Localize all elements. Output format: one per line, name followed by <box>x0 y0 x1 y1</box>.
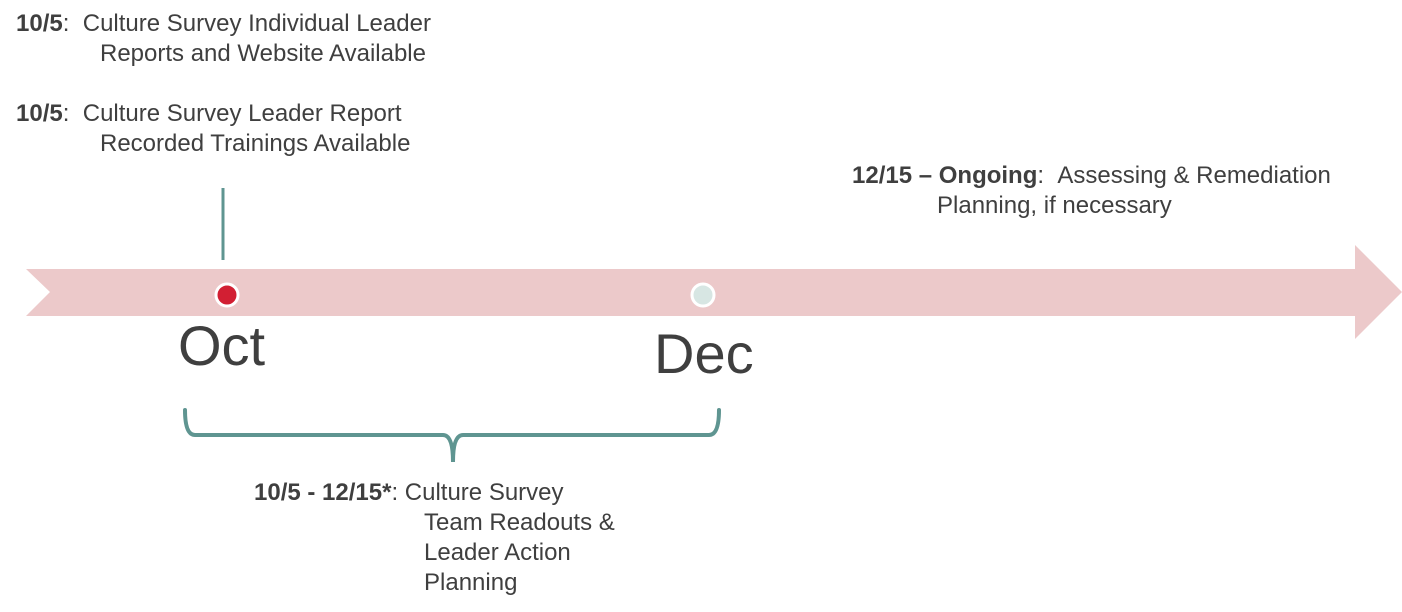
event-ongoing-assessment-line1: 12/15 – Ongoing: Assessing & Remediation <box>852 162 1331 189</box>
dec-marker <box>690 282 716 308</box>
event-ongoing-assessment-date: 12/15 – Ongoing <box>852 162 1038 189</box>
event-recorded-trainings-line2: Recorded Trainings Available <box>100 130 411 157</box>
event-leader-reports-line1: 10/5: Culture Survey Individual Leader <box>16 10 431 37</box>
oct-marker <box>214 282 240 308</box>
event-recorded-trainings-date: 10/5 <box>16 100 63 127</box>
event-ongoing-assessment: 12/15 – Ongoing: Assessing & Remediation… <box>852 161 1331 221</box>
event-leader-reports-date: 10/5 <box>16 10 63 37</box>
event-team-readouts-line2: Team Readouts & <box>424 509 615 536</box>
month-label-oct: Oct <box>178 314 266 377</box>
event-leader-reports-line2: Reports and Website Available <box>100 40 426 67</box>
event-team-readouts-line1: 10/5 - 12/15*: Culture Survey <box>254 479 564 506</box>
event-ongoing-assessment-line2: Planning, if necessary <box>937 192 1172 219</box>
month-label-dec: Dec <box>654 322 754 385</box>
range-bracket <box>183 408 721 463</box>
event-recorded-trainings-line1: 10/5: Culture Survey Leader Report <box>16 100 402 127</box>
event-team-readouts: 10/5 - 12/15*: Culture Survey Team Reado… <box>254 478 615 598</box>
event-leader-reports: 10/5: Culture Survey Individual Leader R… <box>16 9 431 69</box>
event-team-readouts-line3: Leader Action <box>424 539 571 566</box>
event-team-readouts-date: 10/5 - 12/15* <box>254 479 392 506</box>
event-recorded-trainings: 10/5: Culture Survey Leader Report Recor… <box>16 99 410 159</box>
event-team-readouts-line4: Planning <box>424 569 518 596</box>
